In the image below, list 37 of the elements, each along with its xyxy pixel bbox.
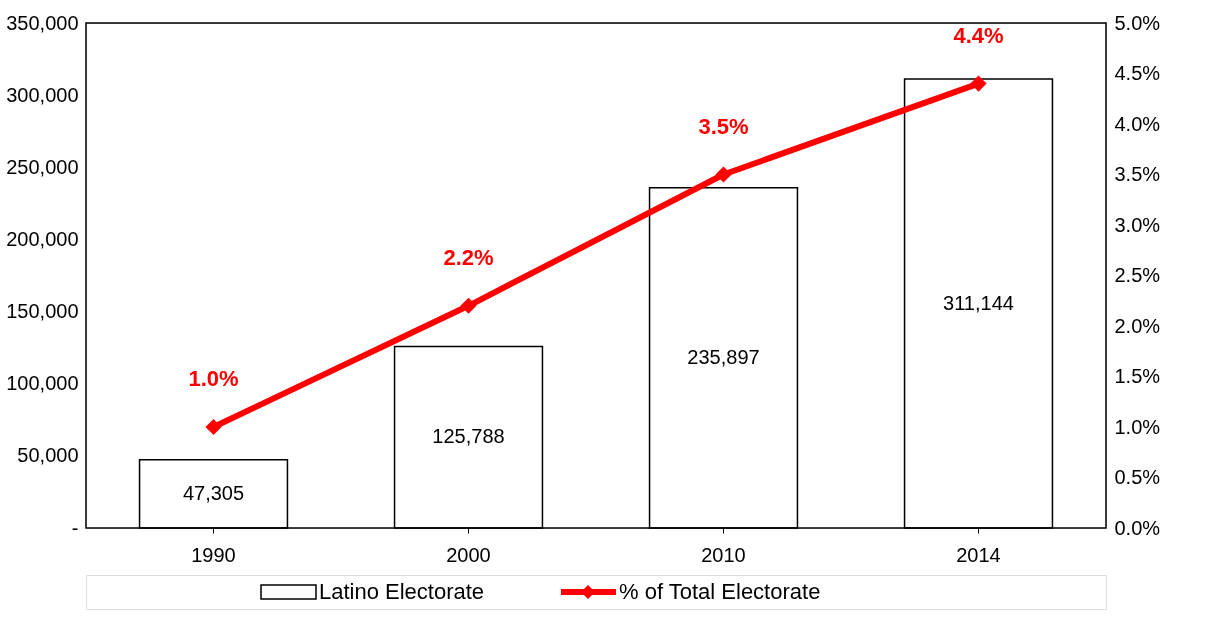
y2-tick-label: 3.0% xyxy=(1114,213,1161,236)
data-label: 2.2% xyxy=(443,244,494,270)
y2-tick-label: 4.5% xyxy=(1114,62,1161,84)
x-tick-label: 2010 xyxy=(701,543,746,566)
data-label: 311,144 xyxy=(943,291,1014,314)
y2-tick-label: 5.0% xyxy=(1114,11,1161,34)
x-tick-label: 2000 xyxy=(446,543,491,566)
y2-tick-label: 3.5% xyxy=(1114,163,1161,185)
legend-label: Latino Electorate xyxy=(319,579,485,604)
x-tick-label: 1990 xyxy=(191,543,236,566)
y2-tick-label: 1.5% xyxy=(1114,365,1161,387)
y-tick-label: - xyxy=(71,516,79,539)
point xyxy=(205,418,222,436)
data-label: 4.4% xyxy=(953,22,1004,48)
y-tick-label: 200,000 xyxy=(6,227,79,250)
y-tick-label: 50,000 xyxy=(17,444,79,467)
data-label: 47,305 xyxy=(182,481,245,504)
y2-tick-label: 0.5% xyxy=(1114,466,1161,488)
y-tick-label: 100,000 xyxy=(6,372,79,395)
x-tick-label: 2014 xyxy=(956,543,1001,566)
y2-tick-label: 4.0% xyxy=(1114,112,1161,135)
data-label: 1.0% xyxy=(188,366,239,391)
y2-tick-label: 0.0% xyxy=(1114,516,1161,539)
point xyxy=(970,75,987,92)
y-tick-label: 300,000 xyxy=(6,83,79,106)
data-label: 125,788 xyxy=(432,425,505,448)
point xyxy=(715,166,732,183)
y-tick-label: 250,000 xyxy=(6,155,79,178)
y-tick-label: 150,000 xyxy=(6,300,79,323)
point xyxy=(460,297,477,314)
y2-tick-label: 2.5% xyxy=(1114,264,1161,286)
y2-tick-label: 2.0% xyxy=(1114,314,1161,337)
legend-label: % of Total Electorate xyxy=(619,579,821,604)
y2-tick-label: 1.0% xyxy=(1114,415,1161,438)
data-label: 3.5% xyxy=(698,113,749,139)
y-tick-label: 350,000 xyxy=(6,11,79,34)
data-label: 235,897 xyxy=(687,345,760,368)
